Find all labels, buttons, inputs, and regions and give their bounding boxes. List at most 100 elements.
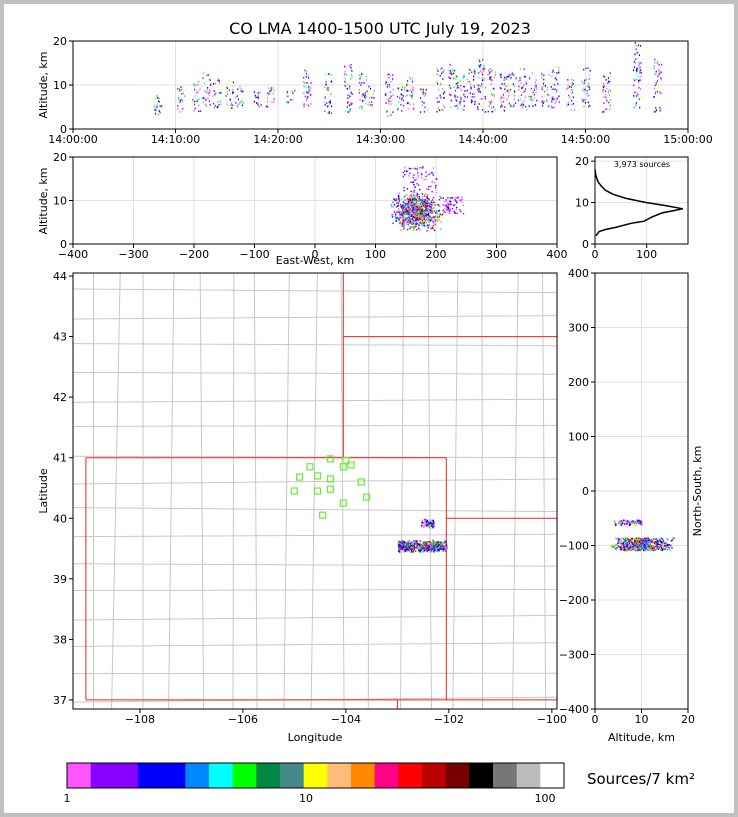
source-point	[638, 64, 640, 67]
source-point	[403, 228, 405, 230]
source-point	[629, 521, 631, 523]
source-point	[502, 77, 504, 79]
source-point	[403, 202, 406, 204]
source-point	[511, 72, 514, 74]
source-point	[491, 69, 493, 72]
source-point	[241, 97, 243, 100]
tick-label: 1	[64, 792, 71, 805]
source-point	[641, 523, 643, 525]
source-point	[181, 93, 183, 95]
source-point	[633, 84, 635, 87]
source-point	[446, 206, 448, 209]
source-point	[430, 217, 432, 219]
source-point	[450, 77, 452, 80]
source-point	[480, 105, 482, 107]
tick-label: 20	[53, 35, 67, 48]
source-point	[430, 523, 432, 526]
source-point	[411, 93, 414, 95]
source-point	[399, 213, 401, 215]
source-point	[385, 98, 388, 101]
tick-label: −200	[179, 248, 209, 261]
source-point	[428, 205, 430, 207]
source-point	[464, 95, 466, 98]
source-point	[422, 200, 424, 202]
source-point	[656, 541, 658, 544]
source-point	[481, 85, 483, 88]
source-point	[612, 546, 615, 548]
source-point	[662, 545, 665, 548]
source-point	[411, 97, 413, 99]
source-point	[630, 547, 633, 550]
source-point	[529, 98, 531, 101]
source-point	[455, 95, 457, 97]
county-line	[72, 614, 558, 621]
source-point	[524, 96, 526, 99]
source-point	[636, 94, 638, 97]
source-point	[447, 206, 450, 208]
source-point	[429, 520, 431, 522]
source-point	[420, 523, 423, 525]
source-point	[415, 221, 417, 223]
source-point	[400, 546, 402, 548]
source-point	[193, 100, 196, 103]
source-point	[410, 204, 413, 207]
source-point	[413, 204, 415, 207]
source-point	[620, 523, 622, 525]
source-point	[544, 85, 547, 87]
source-point	[469, 83, 472, 86]
source-point	[157, 97, 159, 99]
source-point	[407, 548, 409, 551]
source-point	[618, 521, 620, 523]
source-point	[457, 82, 459, 84]
source-point	[386, 110, 389, 112]
source-point	[258, 94, 260, 96]
source-point	[423, 200, 426, 203]
source-point	[608, 94, 610, 97]
source-point	[640, 543, 642, 545]
source-point	[624, 524, 626, 526]
source-point	[630, 543, 632, 545]
source-point	[438, 546, 440, 549]
source-point	[438, 213, 440, 215]
source-point	[572, 88, 574, 90]
source-point	[210, 83, 212, 85]
source-point	[445, 211, 447, 214]
county-line	[340, 272, 345, 710]
source-point	[519, 95, 521, 97]
source-point	[421, 216, 423, 219]
source-point	[220, 103, 222, 105]
source-point	[611, 546, 614, 548]
source-point	[430, 212, 433, 214]
source-point	[446, 209, 449, 211]
source-point	[388, 73, 390, 75]
source-point	[521, 102, 523, 104]
source-point	[635, 546, 638, 549]
source-point	[440, 96, 442, 99]
source-point	[411, 91, 413, 93]
source-point	[411, 548, 413, 551]
source-point	[501, 104, 503, 107]
source-point	[419, 211, 422, 213]
source-point	[419, 207, 421, 209]
source-point	[429, 549, 432, 551]
source-point	[608, 80, 611, 83]
source-point	[415, 214, 417, 217]
source-point	[448, 209, 450, 212]
source-point	[618, 539, 621, 542]
source-point	[405, 208, 407, 210]
source-point	[399, 542, 401, 544]
source-point	[404, 170, 406, 172]
source-point	[410, 547, 413, 549]
source-point	[429, 526, 432, 529]
source-point	[401, 540, 403, 543]
source-point	[650, 549, 653, 552]
source-point	[436, 80, 438, 83]
source-point	[433, 207, 435, 209]
source-point	[570, 86, 573, 88]
source-point	[411, 80, 414, 83]
source-point	[427, 224, 429, 226]
source-point	[242, 102, 244, 104]
source-point	[400, 198, 403, 200]
source-point	[636, 58, 638, 60]
source-point	[364, 98, 366, 100]
